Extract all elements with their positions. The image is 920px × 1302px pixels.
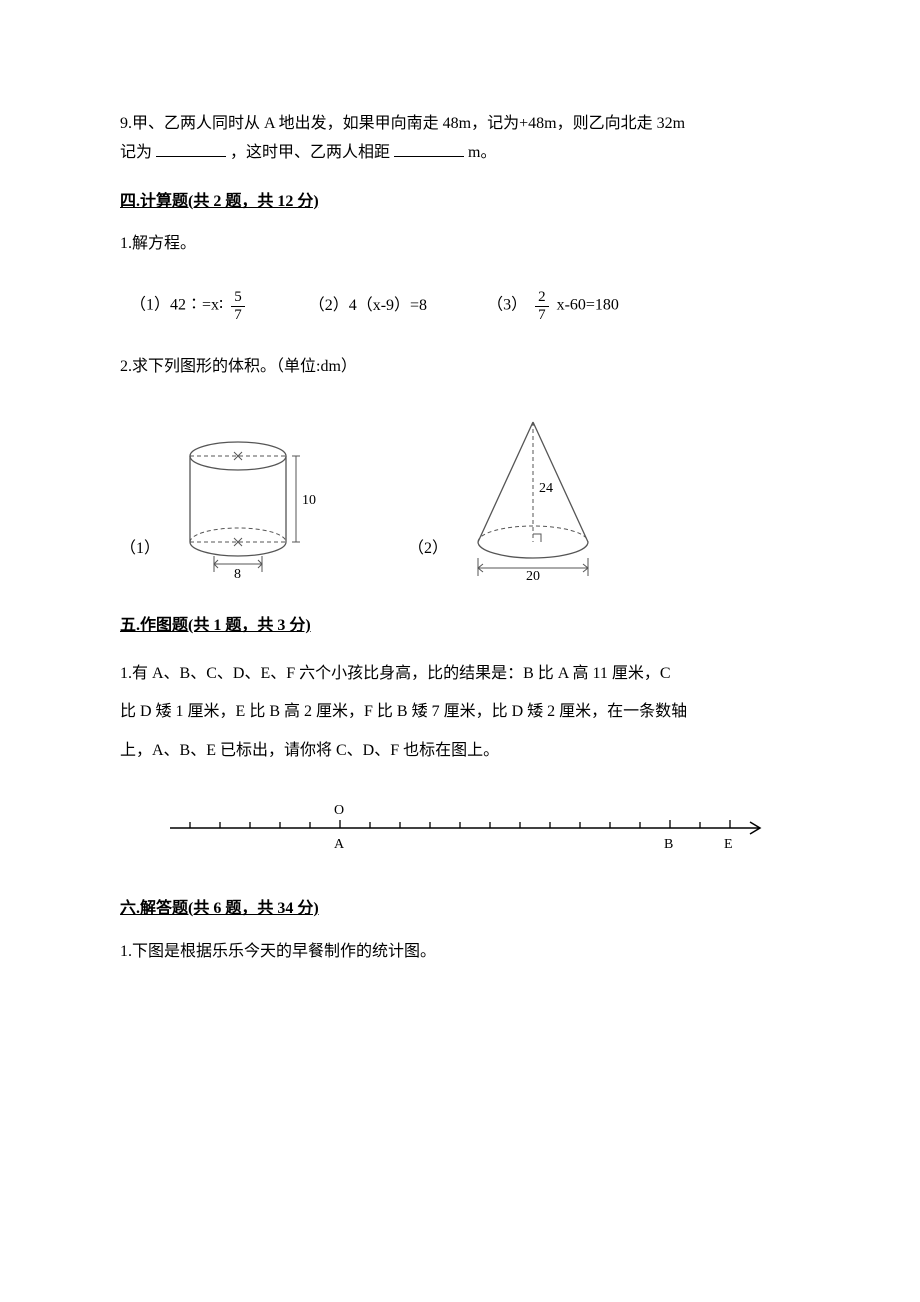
blank-1	[156, 140, 226, 157]
page: 9.甲、乙两人同时从 A 地出发，如果甲向南走 48m，记为+48m，则乙向北走…	[0, 0, 920, 1044]
cone-diameter: 20	[526, 569, 540, 582]
eq3-den: 7	[535, 307, 549, 324]
equation-row: （1）42∶=x∶ 5 7 （2）4（x-9）=8 （3） 2 7 x-60=1…	[130, 289, 800, 323]
q9-text-d: m。	[468, 144, 496, 161]
q9-text-b: 记为	[120, 144, 152, 161]
s6-q1: 1.下图是根据乐乐今天的早餐制作的统计图。	[120, 938, 800, 967]
q9-text-c: ，这时甲、乙两人相距	[230, 144, 390, 161]
cyl-height: 10	[302, 493, 316, 508]
eq1-fraction: 5 7	[231, 289, 245, 323]
axis-B: B	[664, 837, 673, 852]
blank-2	[394, 140, 464, 157]
question-9: 9.甲、乙两人同时从 A 地出发，如果甲向南走 48m，记为+48m，则乙向北走…	[120, 110, 800, 168]
figure-2: （2） 24 20	[408, 412, 616, 582]
number-line-svg: O A B E	[150, 788, 790, 858]
section-4-heading: 四.计算题(共 2 题，共 12 分)	[120, 188, 800, 217]
fig1-label: （1）	[120, 535, 160, 564]
section-6-heading: 六.解答题(共 6 题，共 34 分)	[120, 895, 800, 924]
fig2-label: （2）	[408, 535, 448, 564]
cone-height: 24	[539, 481, 553, 496]
cone-svg: 24 20	[456, 412, 616, 582]
cyl-diameter: 8	[234, 567, 241, 582]
eq3-text-a: （3）	[487, 297, 527, 314]
eq1-den: 7	[231, 307, 245, 324]
cylinder-svg: 10 8	[168, 432, 338, 582]
eq1-text: （1）42∶=x∶	[130, 297, 223, 314]
q9-text-a: 9.甲、乙两人同时从 A 地出发，如果甲向南走 48m，记为+48m，则乙向北走…	[120, 115, 685, 132]
figures-row: （1）	[120, 412, 800, 582]
s5-line1: 1.有 A、B、C、D、E、F 六个小孩比身高，比的结果是：B 比 A 高 11…	[120, 665, 671, 682]
equation-1: （1）42∶=x∶ 5 7	[130, 289, 249, 323]
eq3-fraction: 2 7	[535, 289, 549, 323]
equation-3: （3） 2 7 x-60=180	[487, 289, 619, 323]
equation-2: （2）4（x-9）=8	[309, 292, 427, 321]
s5-q1: 1.有 A、B、C、D、E、F 六个小孩比身高，比的结果是：B 比 A 高 11…	[120, 655, 800, 770]
s5-line3: 上，A、B、E 已标出，请你将 C、D、F 也标在图上。	[120, 742, 499, 759]
axis-O: O	[334, 803, 344, 818]
eq1-num: 5	[231, 289, 245, 307]
s4-q2-label: 2.求下列图形的体积。（单位:dm）	[120, 353, 800, 382]
s5-line2: 比 D 矮 1 厘米，E 比 B 高 2 厘米，F 比 B 矮 7 厘米，比 D…	[120, 703, 687, 720]
s4-q1-label: 1.解方程。	[120, 230, 800, 259]
eq3-text-b: x-60=180	[557, 297, 619, 314]
axis-A: A	[334, 837, 345, 852]
eq3-num: 2	[535, 289, 549, 307]
axis-E: E	[724, 837, 733, 852]
section-5-heading: 五.作图题(共 1 题，共 3 分)	[120, 612, 800, 641]
figure-1: （1）	[120, 432, 338, 582]
